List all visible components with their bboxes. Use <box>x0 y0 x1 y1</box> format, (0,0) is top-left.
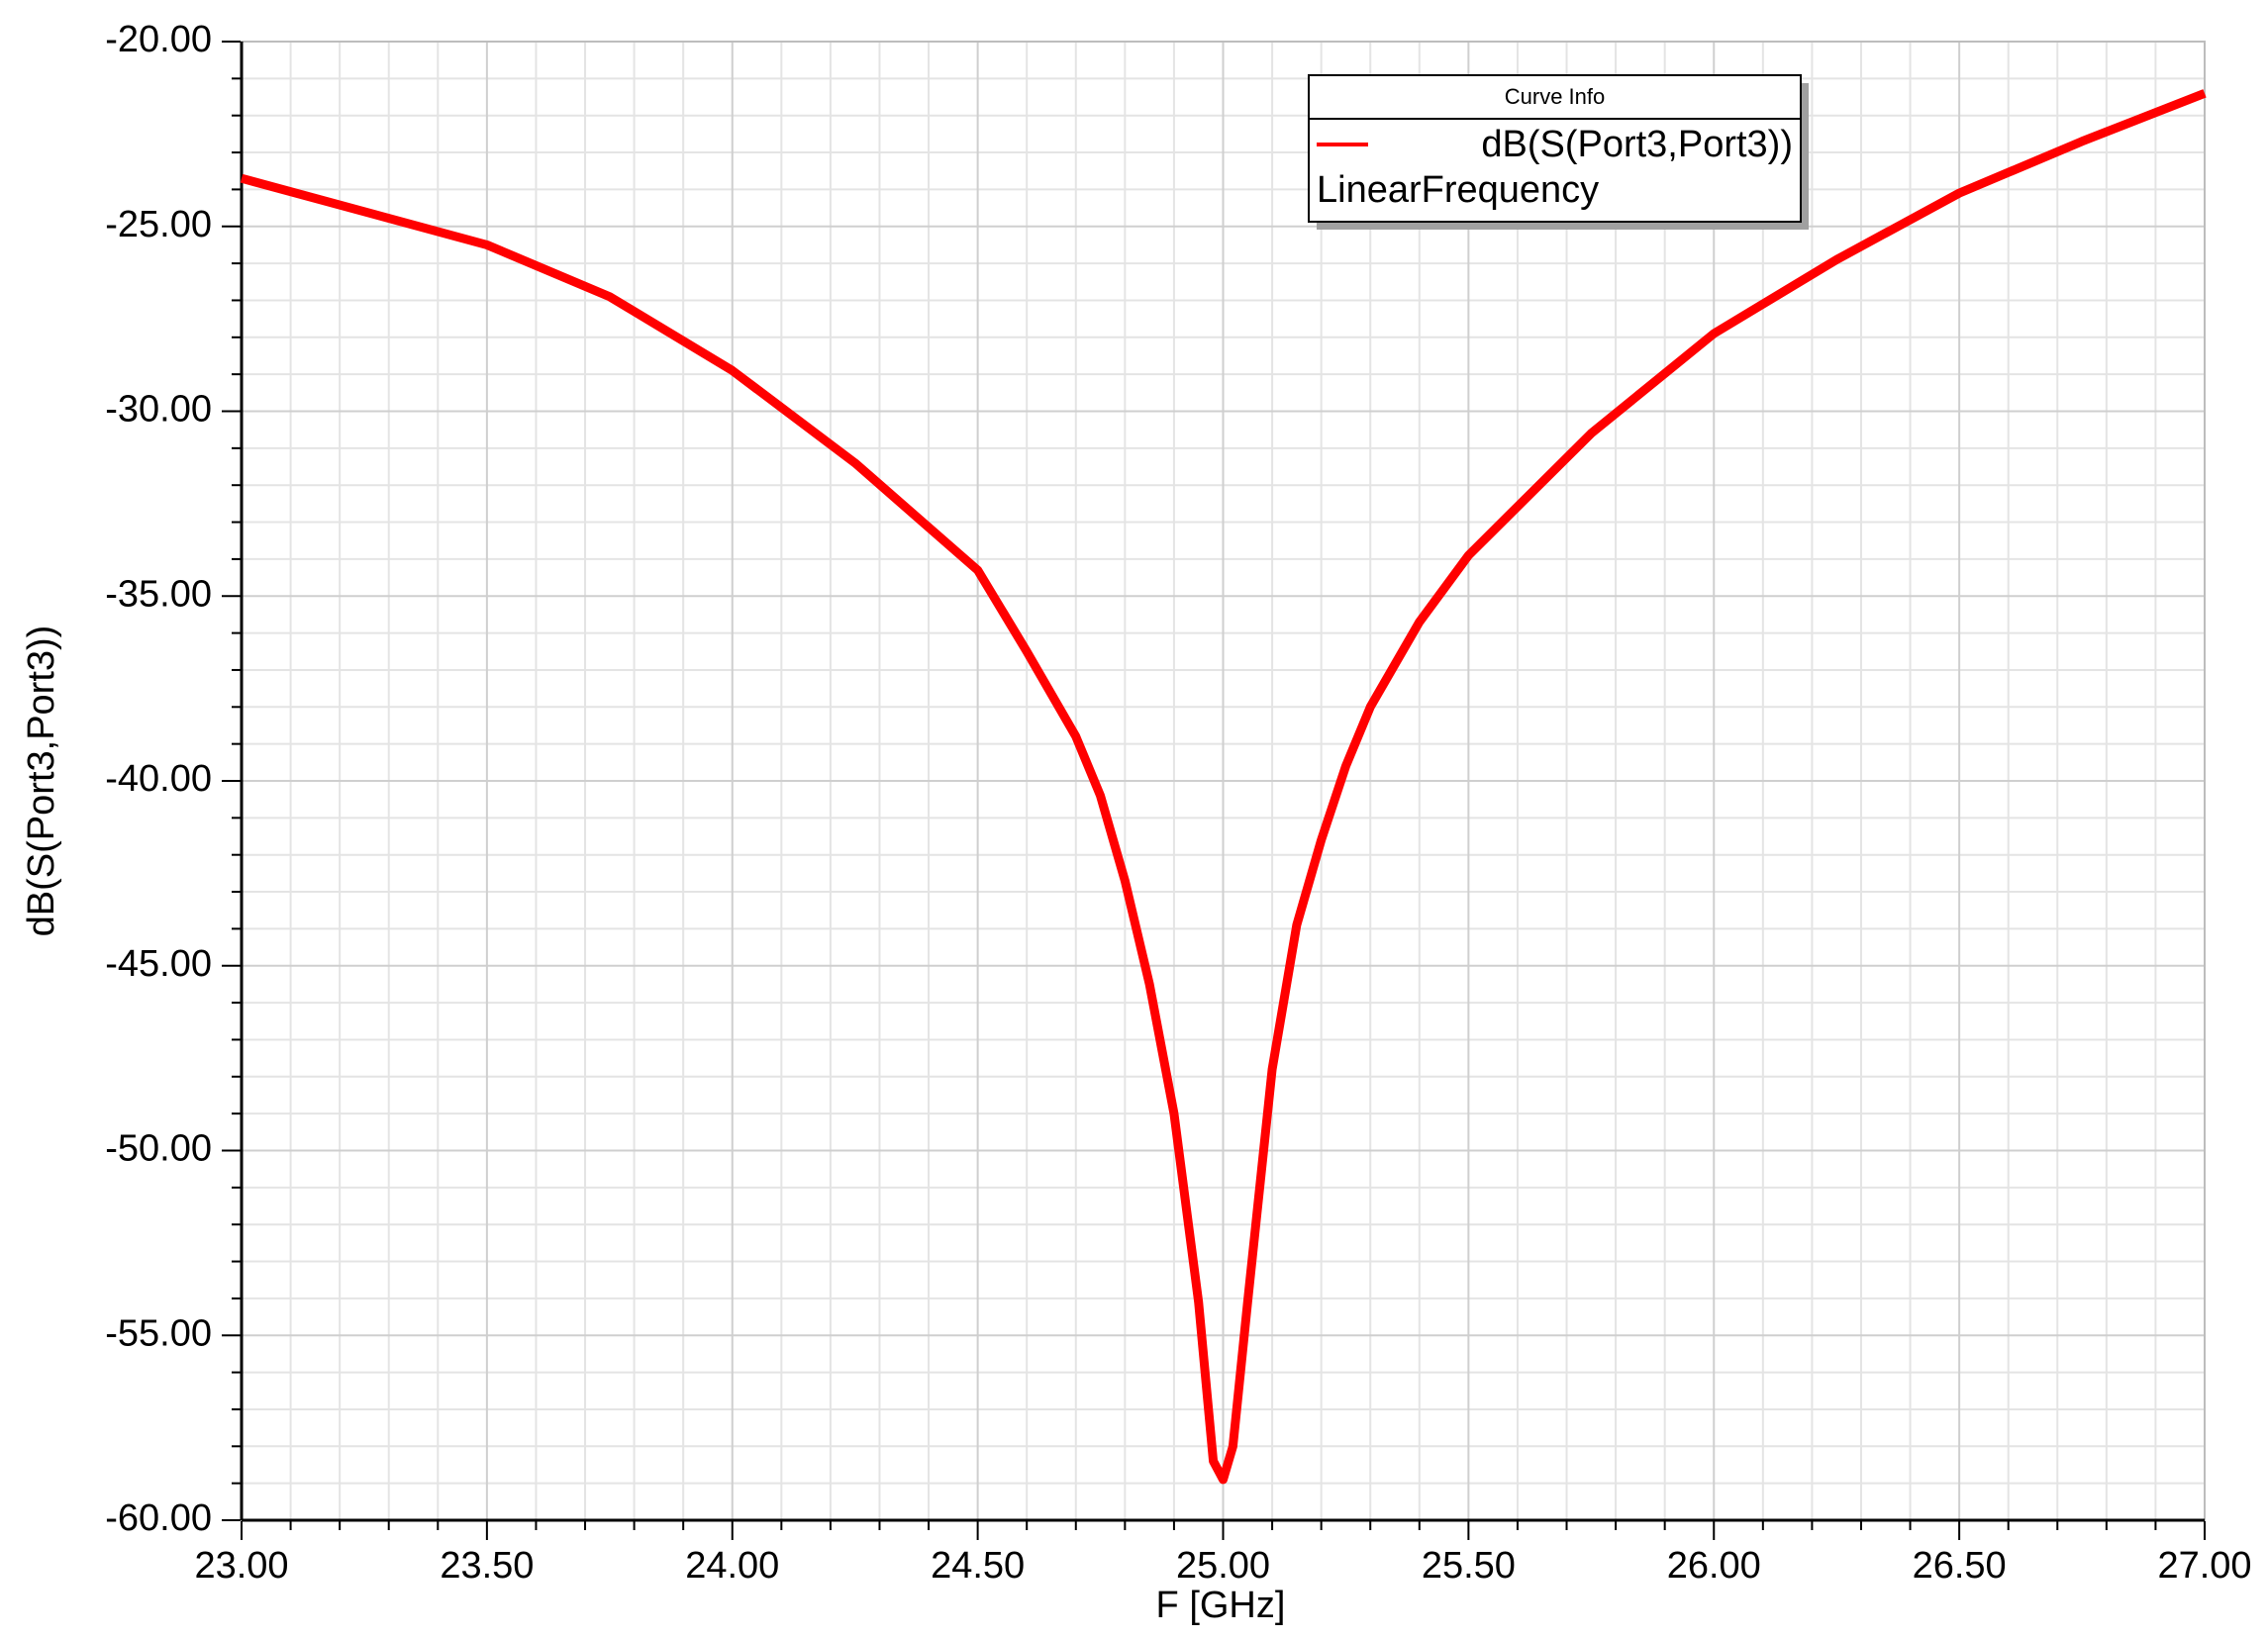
y-tick-label: -20.00 <box>105 19 212 60</box>
y-tick-label: -40.00 <box>105 758 212 800</box>
y-tick-label: -35.00 <box>105 573 212 615</box>
x-tick-label: 23.00 <box>194 1545 288 1587</box>
data-line <box>240 89 2207 1485</box>
legend-entry: dB(S(Port3,Port3)) <box>1481 124 1793 165</box>
legend-box <box>1308 74 1802 223</box>
x-tick-label: 24.50 <box>931 1545 1025 1587</box>
x-tick-label: 26.00 <box>1667 1545 1761 1587</box>
y-axis-label: dB(S(Port3,Port3)) <box>21 626 62 937</box>
x-tick-label: 24.00 <box>685 1545 779 1587</box>
y-tick-label: -60.00 <box>105 1497 212 1539</box>
x-tick-label: 25.50 <box>1422 1545 1516 1587</box>
y-tick-label: -55.00 <box>105 1312 212 1354</box>
x-tick-label: 25.00 <box>1176 1545 1270 1587</box>
y-tick-label: -25.00 <box>105 204 212 245</box>
legend-context: LinearFrequency <box>1317 169 1599 211</box>
y-tick-label: -50.00 <box>105 1128 212 1170</box>
legend-title: Curve Info <box>1505 84 1606 109</box>
x-tick-label: 26.50 <box>1913 1545 2007 1587</box>
y-tick-label: -30.00 <box>105 389 212 431</box>
y-tick-label: -45.00 <box>105 943 212 985</box>
x-axis-label: F [GHz] <box>1156 1585 1286 1626</box>
x-tick-label: 23.50 <box>440 1545 534 1587</box>
x-tick-label: 27.00 <box>2157 1545 2251 1587</box>
